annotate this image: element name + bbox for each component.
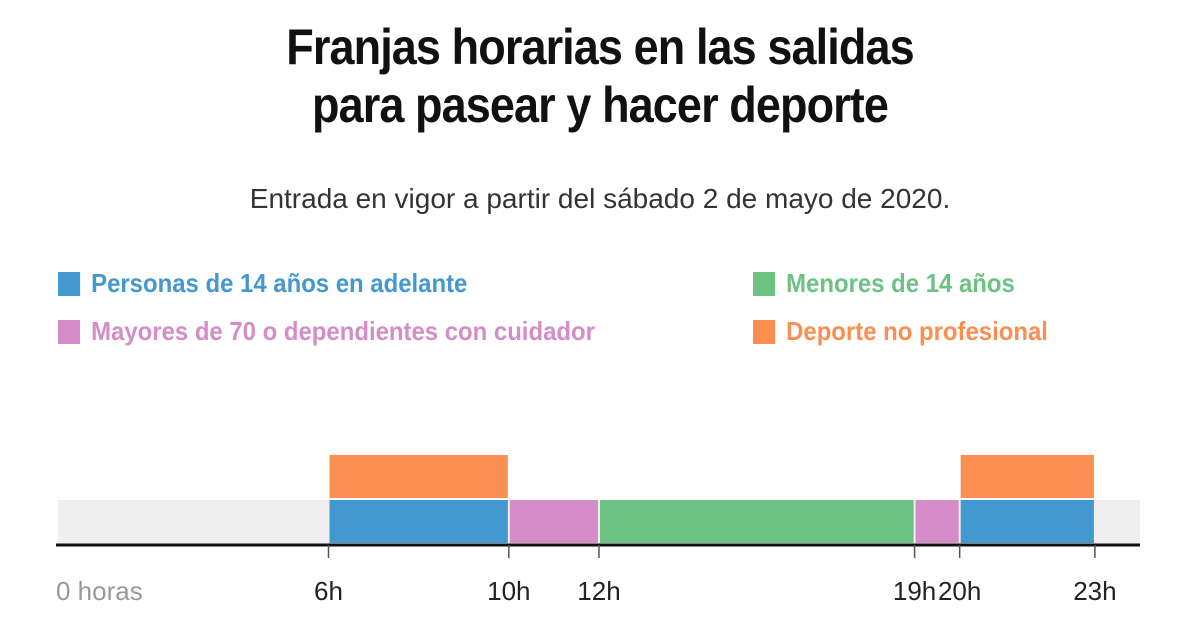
chart-subtitle: Entrada en vigor a partir del sábado 2 d…	[249, 183, 951, 214]
legend-item: Personas de 14 años en adelante	[58, 268, 467, 299]
legend-label: Personas de 14 años en adelante	[91, 268, 468, 298]
segment-bar	[915, 500, 959, 543]
segment-bar	[600, 500, 914, 543]
segment-bar	[509, 500, 598, 543]
segment-bar	[329, 500, 508, 543]
chart-title: Franjas horarias en las salidas para pas…	[60, 18, 1140, 134]
legend-label: Menores de 14 años	[786, 268, 1015, 298]
tick-label: 20h	[938, 576, 981, 606]
legend-label: Mayores de 70 o dependientes con cuidado…	[91, 316, 595, 346]
tick-label: 23h	[1073, 576, 1116, 606]
legend-swatch	[58, 319, 81, 344]
legend-item: Mayores de 70 o dependientes con cuidado…	[58, 316, 595, 347]
tick-label: 10h	[487, 576, 530, 606]
legend-swatch	[58, 271, 81, 296]
legend-swatch	[753, 271, 776, 296]
title-line: Franjas horarias en las salidas	[286, 19, 914, 75]
tick-label: 0 horas	[56, 576, 143, 606]
segment-bar	[329, 455, 508, 498]
tick-label: 19h	[893, 576, 936, 606]
tick-label: 12h	[577, 576, 620, 606]
legend-swatch	[753, 319, 776, 344]
legend-item: Menores de 14 años	[753, 268, 1015, 299]
segment-bar	[960, 500, 1094, 543]
timeline-background	[58, 500, 1140, 544]
legend-item: Deporte no profesional	[753, 316, 1048, 347]
title-line: para pasear y hacer deporte	[312, 77, 889, 133]
tick-label: 6h	[314, 576, 343, 606]
legend-label: Deporte no profesional	[786, 316, 1048, 346]
segment-bar	[960, 455, 1094, 498]
